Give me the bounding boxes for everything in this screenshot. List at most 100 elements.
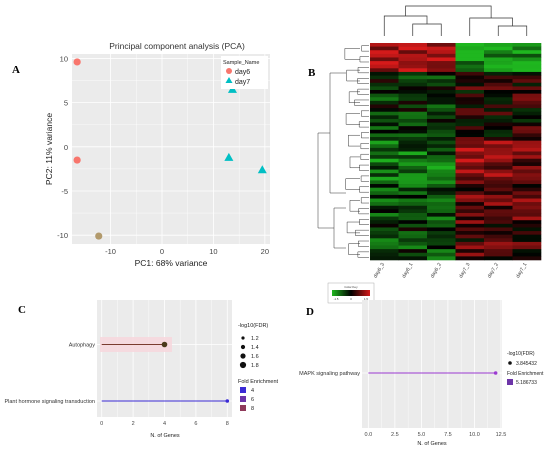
heatmap-cell [455,245,485,250]
heatmap-cell [455,82,485,87]
heatmap-cell [455,194,485,199]
heatmap-cell [455,238,485,243]
heatmap-cell [455,129,485,134]
heatmap-chart: day6_3 day6_1 day6_2 day7_3 day7_2 day7_1 Col… [317,5,542,304]
heatmap-cell [512,158,542,163]
heatmap-cell [512,231,542,235]
heatmap-cell [455,50,485,55]
d-x-tick-label-0: 0.0 [365,432,373,438]
kegg-d-lollipops [368,371,498,375]
heatmap-cell [512,198,542,203]
heatmap-cell [455,162,485,167]
heatmap-cell [512,64,542,69]
heatmap-cell [398,104,428,109]
heatmap-cell [512,93,542,98]
heatmap-cell [398,180,428,185]
heatmap-cell [398,115,428,120]
heatmap-cell [370,249,399,254]
heatmap-cell [512,118,542,123]
col-tree-branch-4 [469,17,513,36]
c-x-tick-label-2: 4 [163,421,166,427]
heatmap-cell [455,71,485,76]
heatmap-cell [398,223,428,228]
heatmap-cell [398,158,428,163]
kegg-c-size-legend-title: -log10(FDR) [238,323,268,329]
heatmap-cell [370,180,399,185]
heatmap-cell [370,151,399,156]
heatmap-key-tick-mid: 0 [350,297,352,301]
heatmap-cell [398,194,428,199]
heatmap-cell [398,220,428,225]
heatmap-cell [484,223,513,228]
heatmap-cell [455,212,485,217]
heatmap-cell [370,216,399,221]
heatmap-cell [370,61,399,65]
row-tree-leaf-pair [359,186,369,193]
row-tree-lower [333,207,346,249]
heatmap-column-label-2: day6_2 [430,262,444,279]
heatmap-cell [455,93,485,98]
heatmap-cell [455,187,485,192]
heatmap-cell [370,126,399,131]
heatmap-cell [370,162,399,167]
heatmap-cell [427,187,456,192]
heatmap-cell [370,220,399,225]
heatmap-cell [484,100,513,105]
heatmap-cell [427,245,456,250]
heatmap-cell [398,90,428,94]
heatmap-cell [398,147,428,152]
heatmap-cell [484,245,513,250]
pca-x-tick-label-1: 0 [160,247,164,256]
kegg-d-category-labels: MAPK signaling pathway [299,371,360,377]
heatmap-cell [455,97,485,102]
heatmap-cell [370,79,399,84]
kegg-d-x-axis-label: N. of Genes [417,441,447,447]
heatmap-cell [427,46,456,51]
heatmap-cell [427,238,456,243]
heatmap-cell [455,252,485,257]
heatmap-cell [398,64,428,69]
heatmap-cell [512,79,542,84]
heatmap-cell [455,202,485,207]
heatmap-cell [398,256,428,261]
row-tree-root [317,132,334,229]
heatmap-cell [484,169,513,174]
kegg-d-size-dot-1 [508,361,512,365]
heatmap-cell [427,53,456,58]
heatmap-cell [484,238,513,243]
row-tree-leaf-pair [359,164,369,171]
heatmap-cell [370,86,399,91]
heatmap-row-dendrogram [317,45,369,258]
heatmap-cell [484,194,513,199]
heatmap-cell [398,245,428,250]
heatmap-cell [484,220,513,225]
heatmap-cell [512,155,542,160]
row-tree-node [346,221,360,234]
heatmap-cell [484,93,513,98]
heatmap-cell [427,64,456,69]
heatmap-cell [484,61,513,65]
heatmap-cell [370,231,399,235]
heatmap-cell [370,238,399,243]
heatmap-cell [427,147,456,152]
heatmap-cell [370,212,399,217]
heatmap-cell [484,126,513,131]
heatmap-cell [398,173,428,178]
kegg-c-fill-legend-title: Fold Enrichment [238,379,279,385]
heatmap-cell [398,68,428,73]
heatmap-cell [398,187,428,192]
heatmap-cell [484,53,513,58]
heatmap-cell [427,115,456,120]
heatmap-cell [427,71,456,76]
heatmap-cell [455,53,485,58]
pca-points [73,58,267,240]
heatmap-cell [427,231,456,235]
heatmap-cell [512,108,542,113]
row-tree-leaf-pair [361,110,369,117]
heatmap-cell [512,90,542,94]
heatmap-cell [370,137,399,141]
heatmap-cell [484,252,513,257]
heatmap-cell [427,137,456,141]
heatmap-cell [455,191,485,196]
heatmap-cell [427,93,456,98]
